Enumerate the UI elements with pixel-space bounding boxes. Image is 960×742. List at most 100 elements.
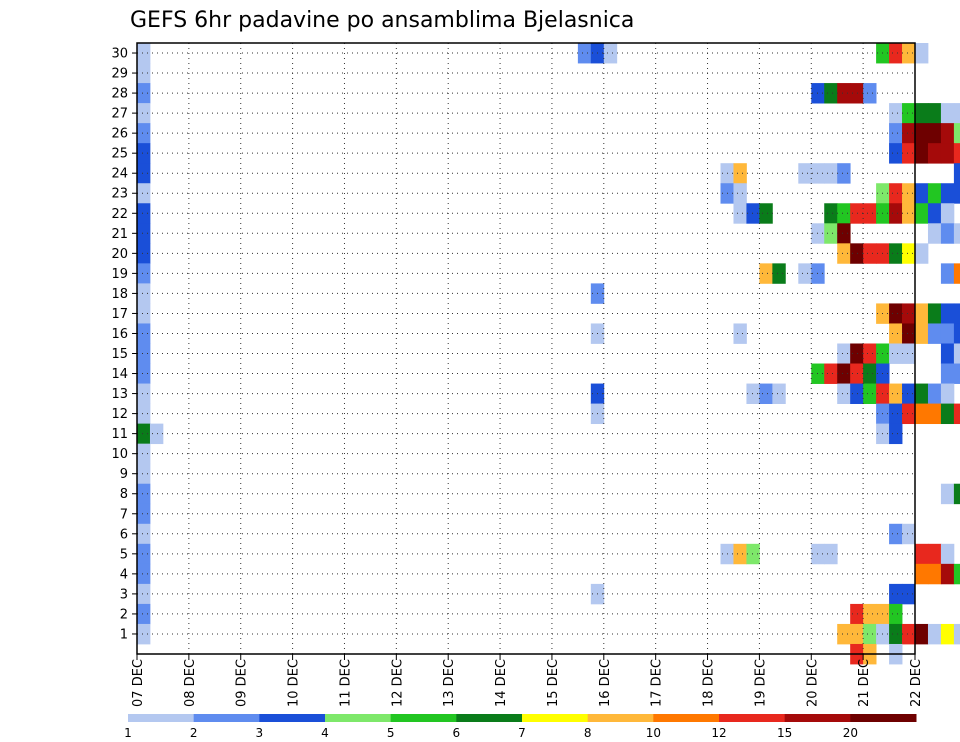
heatmap-cell [889, 123, 903, 144]
heatmap-cell [850, 383, 864, 404]
heatmap-cell [137, 223, 151, 244]
y-tick-label: 24 [111, 167, 128, 182]
heatmap-cell [889, 603, 903, 625]
heatmap-cell [940, 383, 955, 404]
y-tick-label: 13 [111, 387, 128, 402]
x-tick-label: 16 DEC [598, 659, 613, 707]
y-tick-label: 4 [120, 567, 128, 582]
heatmap-cell [915, 383, 929, 404]
plot-frame [136, 42, 916, 655]
y-tick-label: 20 [111, 247, 128, 262]
heatmap-cell [953, 123, 960, 144]
heatmap-cell [953, 183, 960, 204]
heatmap-cell [137, 243, 151, 264]
heatmap-cell [733, 163, 747, 184]
chart-title: GEFS 6hr padavine po ansamblima Bjelasni… [130, 8, 634, 33]
heatmap-cells [137, 43, 960, 665]
heatmap-cell [137, 283, 151, 304]
heatmap-cell [149, 423, 164, 445]
heatmap-cell [940, 363, 955, 384]
heatmap-cell [137, 163, 151, 184]
heatmap-cell [798, 263, 812, 284]
colorbar-swatch [522, 714, 589, 722]
heatmap-cell [940, 323, 955, 344]
heatmap-cell [137, 363, 151, 384]
heatmap-cell [137, 543, 151, 565]
colorbar-swatch [719, 714, 786, 722]
colorbar-label: 4 [321, 726, 329, 740]
heatmap-cell [902, 43, 916, 64]
heatmap-cell [953, 623, 960, 645]
heatmap-cell [863, 343, 877, 364]
heatmap-cell [915, 403, 929, 425]
heatmap-cell [902, 143, 916, 164]
colorbar-label: 5 [387, 726, 395, 740]
heatmap-cell [772, 383, 786, 404]
heatmap-cell [837, 243, 851, 264]
heatmap-cell [137, 103, 151, 124]
heatmap-cell [863, 363, 877, 384]
heatmap-cell [889, 243, 903, 264]
y-tick-label: 16 [111, 327, 128, 342]
heatmap-cell [137, 583, 151, 605]
y-tick-label: 23 [111, 187, 128, 202]
heatmap-cell [940, 223, 955, 244]
heatmap-cell [940, 143, 955, 164]
x-tick-label: 19 DEC [753, 659, 768, 707]
heatmap-cell [733, 543, 747, 565]
y-tick-label: 7 [120, 507, 128, 522]
y-tick-label: 2 [120, 607, 128, 622]
heatmap-cell [902, 183, 916, 204]
x-tick-label: 08 DEC [183, 659, 198, 707]
heatmap-cell [824, 543, 838, 565]
heatmap-cell [940, 623, 955, 645]
heatmap-cell [915, 43, 929, 64]
heatmap-cell [953, 263, 960, 284]
heatmap-cell [850, 603, 864, 625]
heatmap-cell [837, 363, 851, 384]
colorbar-swatch [325, 714, 392, 722]
colorbar-swatch [456, 714, 523, 722]
heatmap-cell [927, 103, 942, 124]
heatmap-cell [863, 603, 877, 625]
heatmap-cell [863, 83, 877, 104]
heatmap-cell [940, 483, 955, 505]
heatmap-cell [953, 563, 960, 585]
y-tick-label: 15 [111, 347, 128, 362]
heatmap-cell [902, 523, 916, 545]
heatmap-cell [927, 543, 942, 565]
y-tick-label: 28 [111, 87, 128, 102]
heatmap-cell [927, 623, 942, 645]
heatmap-cell [889, 303, 903, 324]
heatmap-cell [915, 103, 929, 124]
y-tick-label: 11 [111, 427, 128, 442]
heatmap-cell [137, 403, 151, 425]
x-tick-label: 10 DEC [287, 659, 302, 707]
heatmap-cell [915, 623, 929, 645]
heatmap-cell [850, 203, 864, 224]
y-tick-label: 10 [111, 447, 128, 462]
x-tick-label: 15 DEC [546, 659, 561, 707]
heatmap-cell [137, 443, 151, 465]
heatmap-cell [798, 163, 812, 184]
y-tick-label: 12 [111, 407, 128, 422]
heatmap-cell [837, 223, 851, 244]
y-tick-label: 8 [120, 487, 128, 502]
colorbar-label: 15 [777, 726, 792, 740]
y-tick-label: 5 [120, 547, 128, 562]
x-tick-label: 20 DEC [805, 659, 820, 707]
heatmap-cell [953, 483, 960, 505]
y-tick-label: 19 [111, 267, 128, 282]
colorbar-swatch [259, 714, 326, 722]
heatmap-cell [927, 223, 942, 244]
heatmap-cell [953, 143, 960, 164]
heatmap-cell [889, 323, 903, 344]
heatmap-cell [759, 203, 773, 224]
colorbar-label: 12 [711, 726, 726, 740]
x-tick-label: 11 DEC [338, 659, 353, 707]
y-axis: 1234567891011121314151617181920212223242… [111, 47, 137, 642]
heatmap-cell [746, 203, 760, 224]
heatmap-cell [824, 163, 838, 184]
heatmap-cell [889, 403, 903, 425]
colorbar-label: 7 [518, 726, 526, 740]
